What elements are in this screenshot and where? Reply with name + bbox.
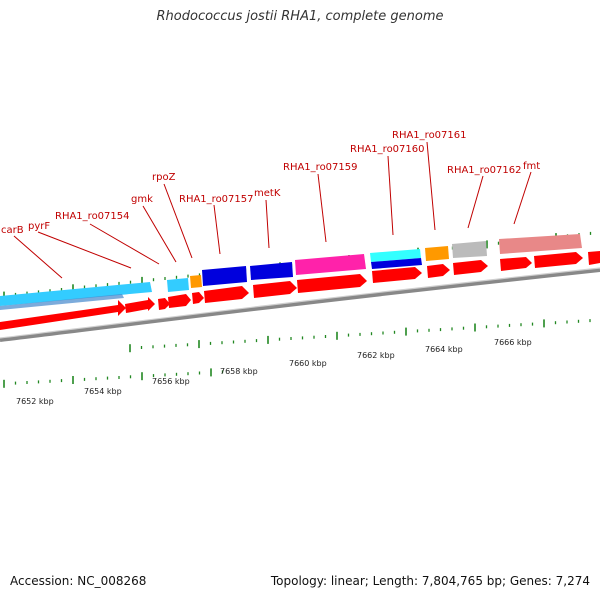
gene-label-RHA1_ro07157[interactable]: RHA1_ro07157 [179, 194, 254, 205]
feature-carB[interactable] [0, 282, 152, 306]
feature-orange-2[interactable] [425, 246, 449, 261]
gene-label-RHA1_ro07159[interactable]: RHA1_ro07159 [283, 162, 358, 173]
genome-summary-text: Topology: linear; Length: 7,804,765 bp; … [270, 574, 590, 588]
cds-arrow[interactable] [297, 274, 367, 293]
gene-label-RHA1_ro07160[interactable]: RHA1_ro07160 [350, 144, 425, 155]
feature-carB-band [0, 294, 124, 310]
scale-ticks-outer [3, 368, 224, 388]
gene-label-RHA1_ro07161[interactable]: RHA1_ro07161 [392, 130, 467, 141]
cds-arrow[interactable] [534, 252, 583, 268]
scale-labels: 7652 kbp 7654 kbp 7656 kbp 7658 kbp 7660… [16, 338, 532, 406]
gene-label-fmt[interactable]: fmt [523, 161, 540, 172]
scale-label: 7652 kbp [16, 397, 54, 406]
gene-label-RHA1_ro07154[interactable]: RHA1_ro07154 [55, 211, 130, 222]
cds-arrow[interactable] [204, 286, 249, 303]
gene-label-rpoZ[interactable]: rpoZ [152, 172, 176, 183]
feature-pink[interactable] [499, 234, 582, 254]
feature-magenta[interactable] [295, 254, 366, 275]
gene-label-metK[interactable]: metK [254, 188, 281, 199]
label-leader-lines [13, 141, 532, 279]
gene-label-gmk[interactable]: gmk [131, 194, 153, 205]
cds-arrow[interactable] [453, 260, 488, 275]
feature-blue-3[interactable] [371, 258, 422, 269]
cds-arrow[interactable] [125, 297, 155, 313]
cds-arrow[interactable] [588, 251, 600, 265]
scale-label: 7654 kbp [84, 387, 122, 396]
genome-backbone-highlight [0, 267, 600, 339]
accession-text: Accession: NC_008268 [10, 574, 147, 588]
feature-cyan-2[interactable] [370, 249, 421, 262]
feature-gray[interactable] [452, 241, 487, 258]
feature-blue-2[interactable] [250, 262, 293, 280]
cds-arrow[interactable] [158, 298, 170, 310]
genome-title: Rhodococcus jostii RHA1, complete genome [156, 9, 444, 24]
cds-arrow[interactable] [0, 300, 126, 330]
scale-label: 7662 kbp [357, 351, 395, 360]
cds-arrow[interactable] [168, 294, 191, 308]
scale-ticks-lower [129, 319, 591, 353]
scale-label: 7664 kbp [425, 345, 463, 354]
scale-label: 7660 kbp [289, 359, 327, 368]
scale-label: 7656 kbp [152, 377, 190, 386]
cds-arrow[interactable] [192, 292, 204, 304]
gene-label-RHA1_ro07162[interactable]: RHA1_ro07162 [447, 165, 522, 176]
gene-label-pyrF[interactable]: pyrF [28, 221, 50, 232]
feature-blue-1[interactable] [202, 266, 247, 286]
cds-arrow[interactable] [500, 257, 532, 271]
cds-arrow[interactable] [372, 267, 422, 283]
cds-arrow[interactable] [427, 264, 450, 278]
cds-arrow[interactable] [253, 281, 297, 298]
scale-label: 7666 kbp [494, 338, 532, 347]
gene-labels: carB pyrF RHA1_ro07154 gmk rpoZ RHA1_ro0… [1, 130, 540, 236]
gene-label-carB[interactable]: carB [1, 225, 24, 236]
cds-track [0, 251, 600, 330]
feature-pyrF[interactable] [167, 278, 189, 292]
genome-backbone [0, 268, 600, 342]
feature-orange-1[interactable] [190, 275, 202, 288]
feature-track [0, 234, 582, 310]
scale-label: 7658 kbp [220, 367, 258, 376]
